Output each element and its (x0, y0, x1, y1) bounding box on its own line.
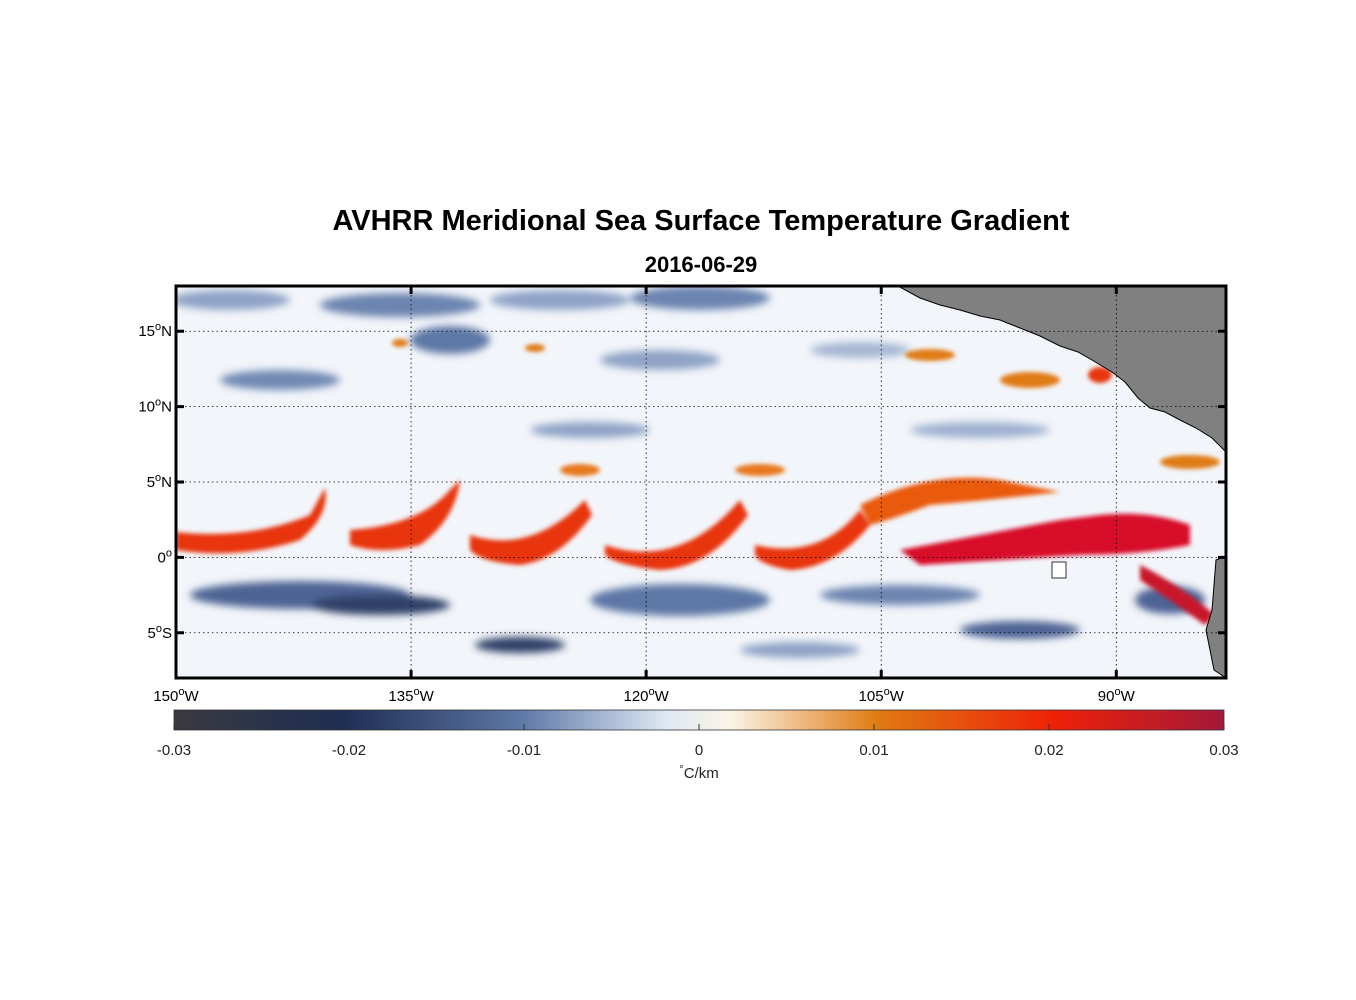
lat-tick-label: 5oN (147, 472, 172, 491)
gradient-field (176, 286, 1226, 678)
colorbar-tick-labels: -0.03 -0.02 -0.01 0 0.01 0.02 0.03 (157, 742, 1239, 759)
longitude-labels: 150oW 135oW 120oW 105oW 90oW (153, 686, 1135, 705)
map-ticks (174, 286, 1226, 678)
colorbar-tick-label: -0.01 (507, 742, 541, 759)
colorbar-tick-label: 0.03 (1209, 742, 1238, 759)
colorbar-units: °C/km (679, 764, 718, 782)
colorbar-tick-label: -0.03 (157, 742, 191, 759)
lon-tick-label: 150oW (153, 686, 199, 705)
latitude-labels: 15oN 10oN 5oN 0o 5oS (138, 321, 172, 642)
chart-title: AVHRR Meridional Sea Surface Temperature… (332, 205, 1070, 237)
lat-tick-label: 15oN (138, 321, 172, 340)
lon-tick-label: 90oW (1098, 686, 1136, 705)
lon-tick-label: 105oW (859, 686, 905, 705)
chart-subtitle: 2016-06-29 (644, 252, 758, 277)
lat-tick-label: 0o (158, 547, 172, 566)
lat-tick-label: 10oN (138, 397, 172, 416)
lon-tick-label: 120oW (623, 686, 669, 705)
colorbar-tick-label: 0 (695, 742, 703, 759)
colorbar-tick-label: 0.02 (1034, 742, 1063, 759)
central-america-land (897, 286, 1226, 453)
lat-tick-label: 5oS (148, 623, 172, 642)
galapagos-islands (1051, 561, 1067, 579)
south-america-land (1205, 555, 1226, 678)
colorbar-tick-label: 0.01 (859, 742, 888, 759)
lon-tick-label: 135oW (388, 686, 434, 705)
positive-gradient-band (176, 339, 1220, 625)
colorbar-ticks (173, 724, 1225, 730)
colorbar-tick-label: -0.02 (332, 742, 366, 759)
negative-gradient-patches (176, 286, 1205, 658)
